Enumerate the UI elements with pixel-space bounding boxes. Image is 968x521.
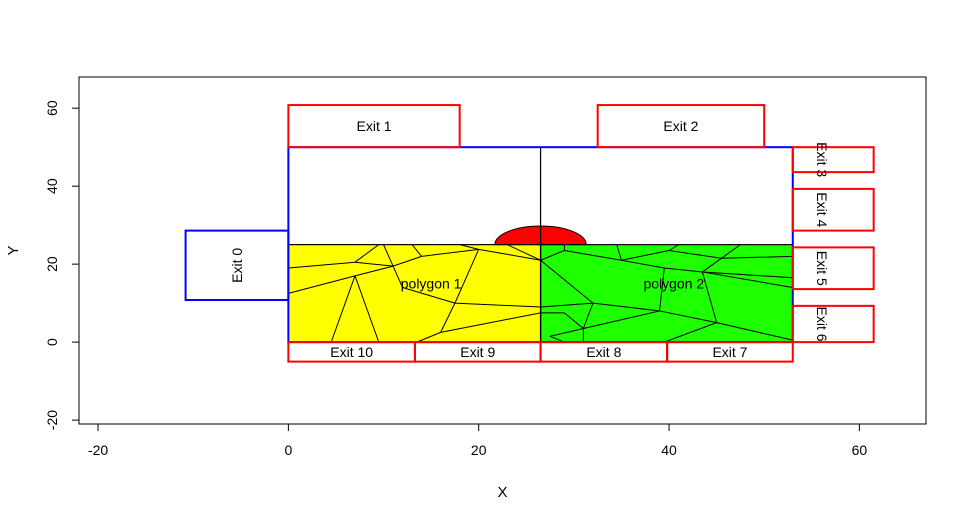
entrance-label: Exit 0: [229, 248, 245, 283]
x-tick-label-3: 40: [661, 442, 677, 458]
polygon-2-edge-5: [668, 244, 679, 251]
plot-layer: Exit 0 Exit 1 Exit 2 Exit 3 Exit 4 Exit 5 Exit…: [184, 104, 875, 363]
exit-box-4: [791, 246, 875, 291]
polygon-1-edge-13: [354, 275, 380, 343]
polygon-1-edge-1: [354, 244, 380, 263]
polygon-1-edge-8: [478, 248, 541, 261]
exit-label-6: Exit 7: [712, 344, 747, 360]
exit-label-9: Exit 10: [330, 344, 373, 360]
polygon-1-edge-3: [383, 244, 394, 267]
polygon-2-edge-22: [582, 302, 594, 329]
exit-box-9: [287, 341, 416, 363]
polygon-fill-2: [540, 244, 793, 343]
polygon-1-edge-18: [454, 302, 541, 308]
polygon-1-edge-11: [354, 265, 394, 277]
polygon-2-edge-3: [616, 244, 622, 261]
x-tick-label-0: -20: [88, 442, 108, 458]
polygon-1-edge-4: [392, 255, 422, 267]
polygon-1-edge-14: [392, 265, 404, 288]
exit-label-5: Exit 6: [814, 306, 830, 341]
y-tick-label-0: -20: [44, 410, 60, 430]
exit-box-5: [791, 304, 875, 344]
polygon-1-edge-6: [421, 248, 479, 257]
exit-box-2: [791, 146, 875, 174]
polygon-2-edge-18: [659, 310, 717, 324]
polygon-2-edge-15: [540, 302, 593, 308]
polygon-2-edge-0: [540, 250, 565, 261]
polygon-1-edge-0: [288, 261, 356, 269]
polygon-2-edge-12: [664, 267, 703, 273]
polygon-1-edge-5: [411, 244, 422, 257]
polygon-fill-1: [288, 244, 541, 343]
polygon-2-edge-6: [668, 250, 722, 259]
polygon-2-edge-10: [702, 271, 793, 279]
y-tick-label-1: 0: [44, 338, 60, 346]
polygon-2-edge-26: [583, 310, 660, 329]
entrance-box: [184, 229, 290, 302]
polygon-1-edge-15: [402, 287, 456, 304]
exit-label-4: Exit 5: [814, 251, 830, 286]
polygon-2-edge-20: [716, 322, 793, 341]
polygon-label-2: polygon 2: [643, 276, 704, 292]
polygon-2-edge-7: [721, 244, 741, 259]
polygon-1-edge-2: [354, 261, 394, 267]
x-axis-label: X: [497, 484, 507, 501]
y-axis-label: Y: [5, 245, 22, 255]
polygon-1-edge-7: [459, 244, 479, 250]
polygon-1-edge-12: [330, 275, 356, 343]
x-tick-label-2: 20: [471, 442, 487, 458]
polygon-2-edge-14: [540, 259, 594, 304]
polygon-2-edge-9: [702, 257, 722, 273]
polygon-2-edge-13: [621, 259, 665, 269]
polygon-2-edge-21: [664, 322, 717, 343]
polygon-2-edge-4: [621, 250, 670, 261]
polygon-1-edge-16: [440, 302, 456, 333]
polygon-2-edge-2: [564, 250, 622, 261]
y-tick-label-4: 60: [44, 100, 60, 116]
polygon-2-edge-16: [592, 302, 660, 312]
polygon-2-edge-19: [701, 271, 718, 323]
exit-label-0: Exit 1: [357, 118, 392, 134]
polygon-label-1: polygon 1: [401, 276, 462, 292]
polygon-2-edge-17: [659, 267, 665, 311]
y-tick-label-2: 20: [44, 256, 60, 272]
exit-box-0: [287, 104, 461, 149]
polygon-2-edge-23: [549, 327, 584, 337]
polygon-1-edge-19: [440, 312, 541, 333]
x-tick-label-1: 0: [284, 442, 292, 458]
exit-box-1: [596, 104, 766, 149]
polygon-1-edge-9: [507, 244, 541, 261]
axes-layer: X Y -20 0 20 40 60 -20 0 20 40 60: [5, 76, 927, 501]
polygon-1-edge-10: [288, 275, 356, 294]
exit-label-1: Exit 2: [663, 118, 698, 134]
exit-label-3: Exit 4: [814, 192, 830, 227]
polygon-1-edge-20: [416, 331, 441, 343]
polygon-2-edge-8: [721, 255, 793, 259]
exit-box-3: [791, 187, 875, 232]
exit-label-2: Exit 3: [814, 142, 830, 177]
exit-label-8: Exit 9: [460, 344, 495, 360]
polygon-2-edge-11: [702, 271, 793, 289]
polygon-2-edge-28: [564, 312, 584, 329]
polygon-1-edge-17: [454, 249, 480, 304]
exit-label-7: Exit 8: [586, 344, 621, 360]
y-tick-label-3: 40: [44, 178, 60, 194]
x-tick-label-4: 60: [852, 442, 868, 458]
